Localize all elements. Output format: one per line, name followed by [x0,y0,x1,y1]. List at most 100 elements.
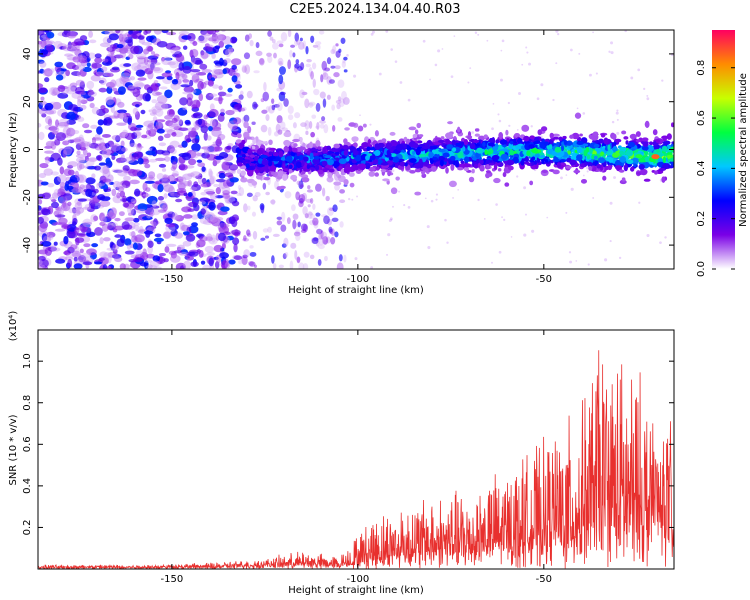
noise-blob [209,119,216,128]
noise-speck [595,72,598,75]
noise-blob [155,108,164,117]
noise-blob [230,190,238,195]
noise-blob [262,91,270,102]
noise-blob [85,158,95,167]
signal-blob [437,139,445,143]
noise-blob [134,111,140,120]
noise-blob [182,79,191,85]
noise-speck [624,30,627,33]
signal-blob [607,144,611,151]
signal-blob [388,156,394,161]
noise-speck [589,73,592,77]
noise-blob [132,88,141,98]
signal-blob [340,169,345,174]
signal-blob [504,182,510,187]
noise-blob [241,64,247,73]
signal-blob [269,165,277,172]
noise-blob [86,90,95,96]
signal-blob [395,144,404,151]
noise-blob [309,220,316,226]
noise-blob [113,54,124,59]
noise-blob [270,199,276,206]
x-tick-label: -100 [347,274,370,285]
signal-blob [382,178,390,182]
noise-speck [646,233,650,238]
noise-blob [201,177,207,184]
noise-blob [62,149,68,158]
noise-speck [356,195,358,198]
signal-blob [351,164,359,171]
noise-blob [178,164,188,171]
signal-blob [602,175,607,181]
signal-blob [479,165,485,172]
noise-blob [192,57,202,65]
noise-blob [308,66,313,77]
signal-blob [644,120,650,128]
noise-blob [231,75,238,83]
signal-blob [430,165,437,172]
noise-blob [341,60,347,68]
noise-blob [137,35,145,40]
noise-blob [213,244,223,253]
signal-blob [456,126,461,133]
noise-blob [146,195,158,205]
signal-blob [576,154,583,161]
noise-blob [98,162,107,166]
noise-blob [145,264,153,269]
noise-blob [208,201,216,211]
noise-blob [338,98,345,108]
noise-blob [162,176,168,182]
noise-blob [83,165,89,169]
noise-blob [55,132,67,141]
noise-blob [269,199,276,205]
noise-blob [129,139,135,147]
noise-blob [88,157,98,162]
noise-blob [231,218,238,228]
signal-blob [667,155,671,159]
snr-marks [38,350,674,569]
noise-blob [165,223,176,228]
noise-blob [330,236,336,245]
signal-blob [479,159,484,165]
noise-blob [213,146,223,152]
noise-blob [190,149,200,159]
noise-blob [194,80,199,84]
noise-blob [276,216,283,221]
signal-blob [333,181,342,186]
signal-blob [421,145,430,149]
signal-blob [448,151,455,157]
noise-blob [98,165,110,174]
noise-blob [309,197,314,204]
noise-blob [244,64,251,75]
noise-blob [55,74,64,81]
noise-speck [576,107,579,110]
signal-blob [661,145,668,152]
snr-y-ticks: 0.2 0.4 0.6 0.8 1.0 [22,353,674,535]
noise-blob [89,39,97,44]
noise-blob [198,173,203,180]
signal-blob [523,135,530,142]
noise-blob [230,37,237,44]
noise-blob [97,154,103,162]
noise-blob [252,195,258,202]
noise-blob [338,48,342,53]
noise-blob [44,77,50,83]
signal-blob [494,143,499,148]
signal-blob [326,176,334,183]
noise-blob [154,101,166,111]
signal-blob [629,133,637,140]
signal-blob [362,123,367,128]
noise-speck [386,253,389,256]
signal-blob [429,145,435,149]
noise-blob [253,103,259,108]
noise-speck [346,54,349,57]
noise-blob [277,57,284,67]
signal-blob [240,177,248,183]
noise-speck [467,81,470,84]
signal-blob [398,158,405,162]
noise-blob [167,174,176,183]
noise-blob [293,231,301,237]
signal-blob [556,162,561,168]
noise-blob [182,65,192,74]
noise-speck [530,125,533,128]
